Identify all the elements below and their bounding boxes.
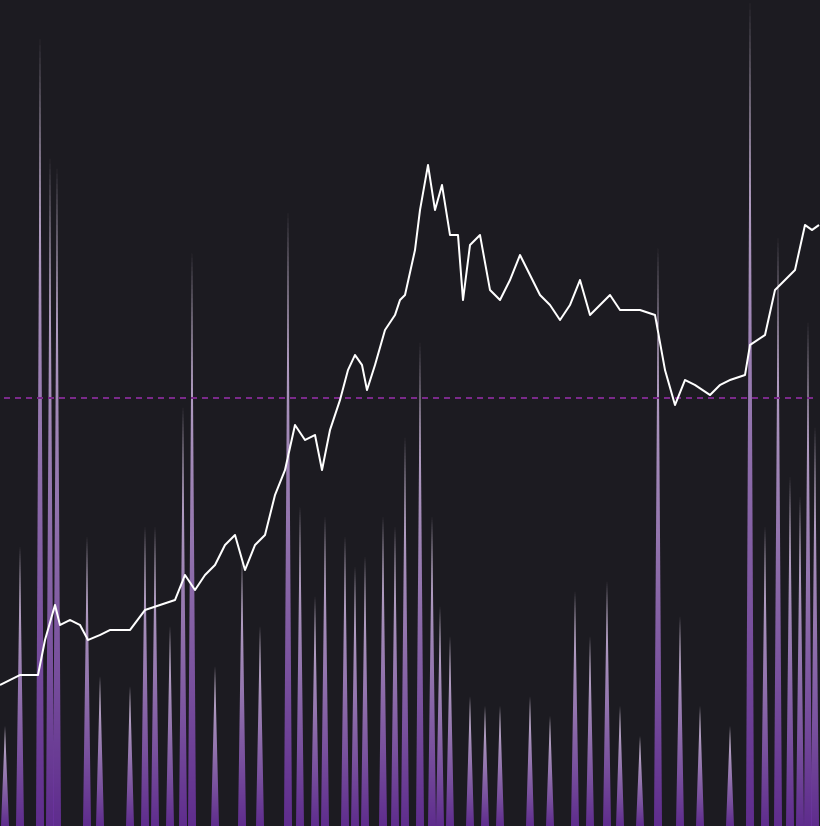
volume-spike xyxy=(284,211,292,826)
volume-spike xyxy=(151,526,159,826)
volume-spike xyxy=(179,406,187,826)
volume-spike xyxy=(166,626,174,826)
volume-spike xyxy=(526,696,534,826)
volume-spike xyxy=(546,716,554,826)
volume-spike xyxy=(796,496,804,826)
volume-spike xyxy=(141,526,149,826)
volume-spike xyxy=(401,436,409,826)
volume-spike xyxy=(188,251,196,826)
volume-spike xyxy=(428,516,436,826)
volume-spike xyxy=(36,36,44,826)
volume-spike xyxy=(654,246,662,826)
volume-spike xyxy=(446,636,454,826)
volume-spike xyxy=(786,476,794,826)
volume-spike xyxy=(83,536,91,826)
volume-spike xyxy=(571,591,579,826)
volume-spike xyxy=(256,626,264,826)
volume-spike xyxy=(481,706,489,826)
volume-spike xyxy=(586,636,594,826)
volume-spike xyxy=(96,676,104,826)
volume-spike xyxy=(774,236,782,826)
volume-spike xyxy=(296,506,304,826)
volume-spike xyxy=(379,516,387,826)
volume-spike xyxy=(311,596,319,826)
volume-spike xyxy=(126,686,134,826)
volume-spike xyxy=(696,706,704,826)
volume-spike xyxy=(811,426,819,826)
volume-spike xyxy=(53,166,61,826)
volume-spike xyxy=(351,566,359,826)
volume-spike xyxy=(16,546,24,826)
volume-spike xyxy=(238,556,246,826)
volume-spike xyxy=(496,706,504,826)
volume-spike xyxy=(436,606,444,826)
volume-spike xyxy=(211,666,219,826)
price-line xyxy=(0,164,820,686)
volume-spike xyxy=(761,526,769,826)
volume-spike xyxy=(341,536,349,826)
volume-spike xyxy=(361,556,369,826)
volume-spike xyxy=(1,726,9,826)
volume-spike xyxy=(46,156,54,826)
volume-spike xyxy=(321,516,329,826)
volume-spike xyxy=(603,581,611,826)
volume-spike xyxy=(804,321,812,826)
volume-spike xyxy=(726,726,734,826)
volume-spike xyxy=(391,526,399,826)
volume-spike xyxy=(676,616,684,826)
volume-spike xyxy=(416,341,424,826)
volume-spike xyxy=(616,706,624,826)
volume-spike xyxy=(466,696,474,826)
volume-spike xyxy=(746,0,754,826)
volume-spike xyxy=(636,736,644,826)
